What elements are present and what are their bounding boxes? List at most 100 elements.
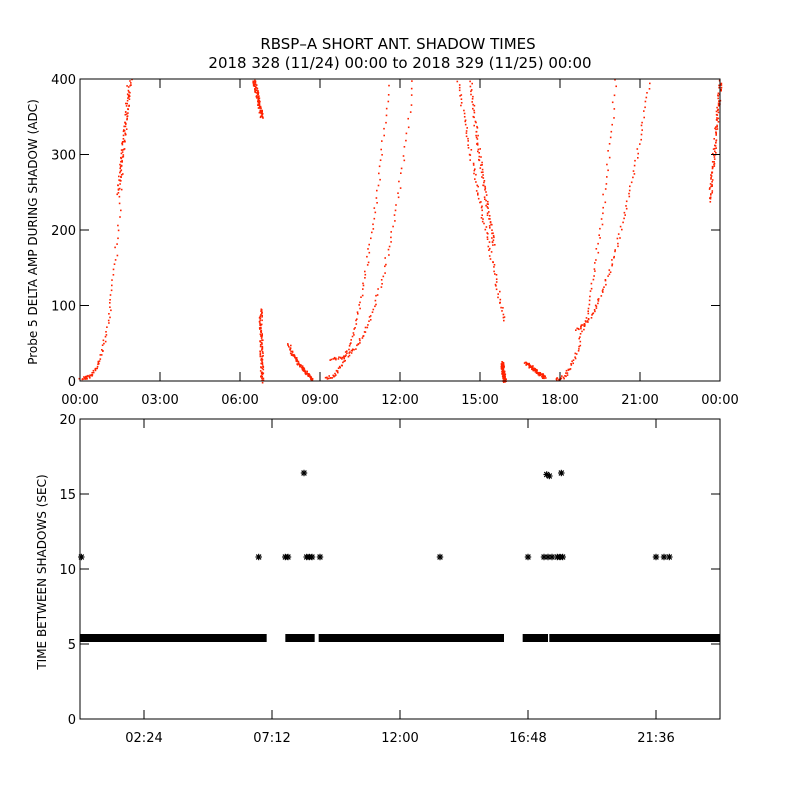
shadow-amp-point [472, 162, 475, 165]
shadow-amp-point [344, 359, 346, 362]
shadow-amp-point [711, 185, 713, 187]
shadow-amp-point [456, 80, 459, 83]
shadow-amp-point [619, 225, 622, 228]
shadow-amp-point [470, 149, 473, 151]
shadow-amp-point [123, 139, 126, 142]
shadow-amp-point [376, 202, 378, 204]
shadow-amp-point [718, 100, 720, 102]
shadow-amp-point [485, 194, 488, 196]
shadow-interval-point [436, 553, 444, 561]
chart-subtitle: 2018 328 (11/24) 00:00 to 2018 329 (11/2… [208, 54, 591, 72]
shadow-interval-band [522, 634, 548, 642]
shadow-amp-point [257, 97, 260, 100]
shadow-amp-point [481, 164, 483, 166]
shadow-amp-point [469, 159, 471, 161]
shadow-amp-point [575, 329, 577, 331]
shadow-amp-point [304, 370, 307, 373]
shadow-amp-point [376, 294, 379, 296]
shadow-amp-point [261, 346, 264, 349]
shadow-amp-point [129, 80, 131, 82]
shadow-amp-point [607, 169, 609, 172]
shadow-amp-point [472, 107, 474, 110]
shadow-amp-point [362, 282, 364, 285]
shadow-amp-point [259, 344, 262, 346]
shadow-amp-point [710, 175, 713, 177]
shadow-amp-point [257, 98, 259, 101]
shadow-amp-point [460, 104, 462, 107]
shadow-amp-point [372, 223, 374, 226]
shadow-amp-point [338, 365, 341, 368]
shadow-amp-point [625, 205, 627, 207]
top-x-tick-label: 00:00 [61, 393, 98, 408]
shadow-amp-point [714, 150, 716, 153]
shadow-amp-point [359, 339, 361, 342]
shadow-amp-point [111, 284, 113, 287]
shadow-amp-point [328, 377, 330, 380]
shadow-amp-point [334, 375, 336, 377]
shadow-amp-point [103, 342, 105, 345]
shadow-amp-point [614, 250, 616, 253]
top-y-tick-label: 400 [51, 73, 76, 88]
shadow-amp-point [290, 344, 292, 347]
shadow-amp-point [117, 229, 120, 232]
shadow-amp-point [504, 381, 507, 383]
shadow-amp-point [405, 139, 407, 142]
shadow-amp-point [499, 298, 502, 301]
shadow-amp-point [470, 89, 473, 91]
shadow-amp-point [260, 359, 262, 361]
shadow-amp-point [381, 154, 383, 156]
shadow-amp-point [464, 120, 466, 123]
shadow-amp-point [715, 128, 717, 131]
bottom-panel: 02:24 07:12 12:00 16:48 21:36 0 5 10 15 20 TIME B… [35, 413, 721, 746]
shadow-amp-point [580, 325, 582, 328]
shadow-amp-point [345, 354, 347, 356]
shadow-amp-point [535, 372, 538, 374]
shadow-amp-point [622, 221, 624, 224]
shadow-amp-point [410, 94, 413, 96]
shadow-amp-point [121, 149, 124, 151]
shadow-amp-point [254, 88, 256, 91]
shadow-amp-point [476, 184, 478, 187]
shadow-amp-point [92, 371, 95, 374]
shadow-amp-point [482, 177, 485, 179]
shadow-amp-point [331, 377, 333, 379]
shadow-amp-point [261, 381, 264, 384]
shadow-amp-point [542, 373, 544, 375]
shadow-amp-point [503, 377, 506, 379]
shadow-amp-point [126, 115, 129, 117]
shadow-amp-point [502, 362, 505, 364]
shadow-amp-point [104, 335, 107, 338]
shadow-amp-point [491, 237, 493, 239]
shadow-amp-point [482, 171, 484, 173]
shadow-amp-point [368, 243, 370, 246]
shadow-amp-point [368, 251, 371, 254]
bottom-y-tick-label: 20 [59, 413, 76, 428]
shadow-amp-point [260, 373, 263, 375]
shadow-amp-point [260, 112, 263, 115]
shadow-amp-point [378, 172, 380, 175]
shadow-amp-point [494, 273, 496, 275]
shadow-amp-point [473, 124, 475, 127]
bottom-x-tick-label: 07:12 [253, 731, 290, 746]
shadow-amp-point [329, 377, 332, 379]
shadow-amp-point [96, 367, 98, 370]
shadow-amp-point [488, 255, 491, 257]
shadow-amp-point [330, 358, 333, 361]
shadow-amp-point [101, 349, 103, 351]
shadow-amp-point [565, 369, 568, 372]
shadow-amp-point [111, 279, 113, 281]
shadow-amp-point [582, 324, 584, 326]
shadow-amp-point [710, 193, 712, 195]
shadow-amp-point [344, 351, 347, 353]
shadow-amp-point [381, 283, 383, 285]
shadow-amp-point [639, 143, 641, 145]
shadow-amp-point [364, 277, 366, 279]
shadow-amp-point [128, 104, 130, 107]
shadow-amp-point [710, 185, 712, 188]
shadow-amp-point [488, 225, 491, 227]
shadow-amp-point [539, 373, 542, 376]
shadow-amp-point [258, 95, 260, 98]
shadow-amp-point [348, 352, 350, 354]
shadow-amp-point [711, 165, 714, 168]
